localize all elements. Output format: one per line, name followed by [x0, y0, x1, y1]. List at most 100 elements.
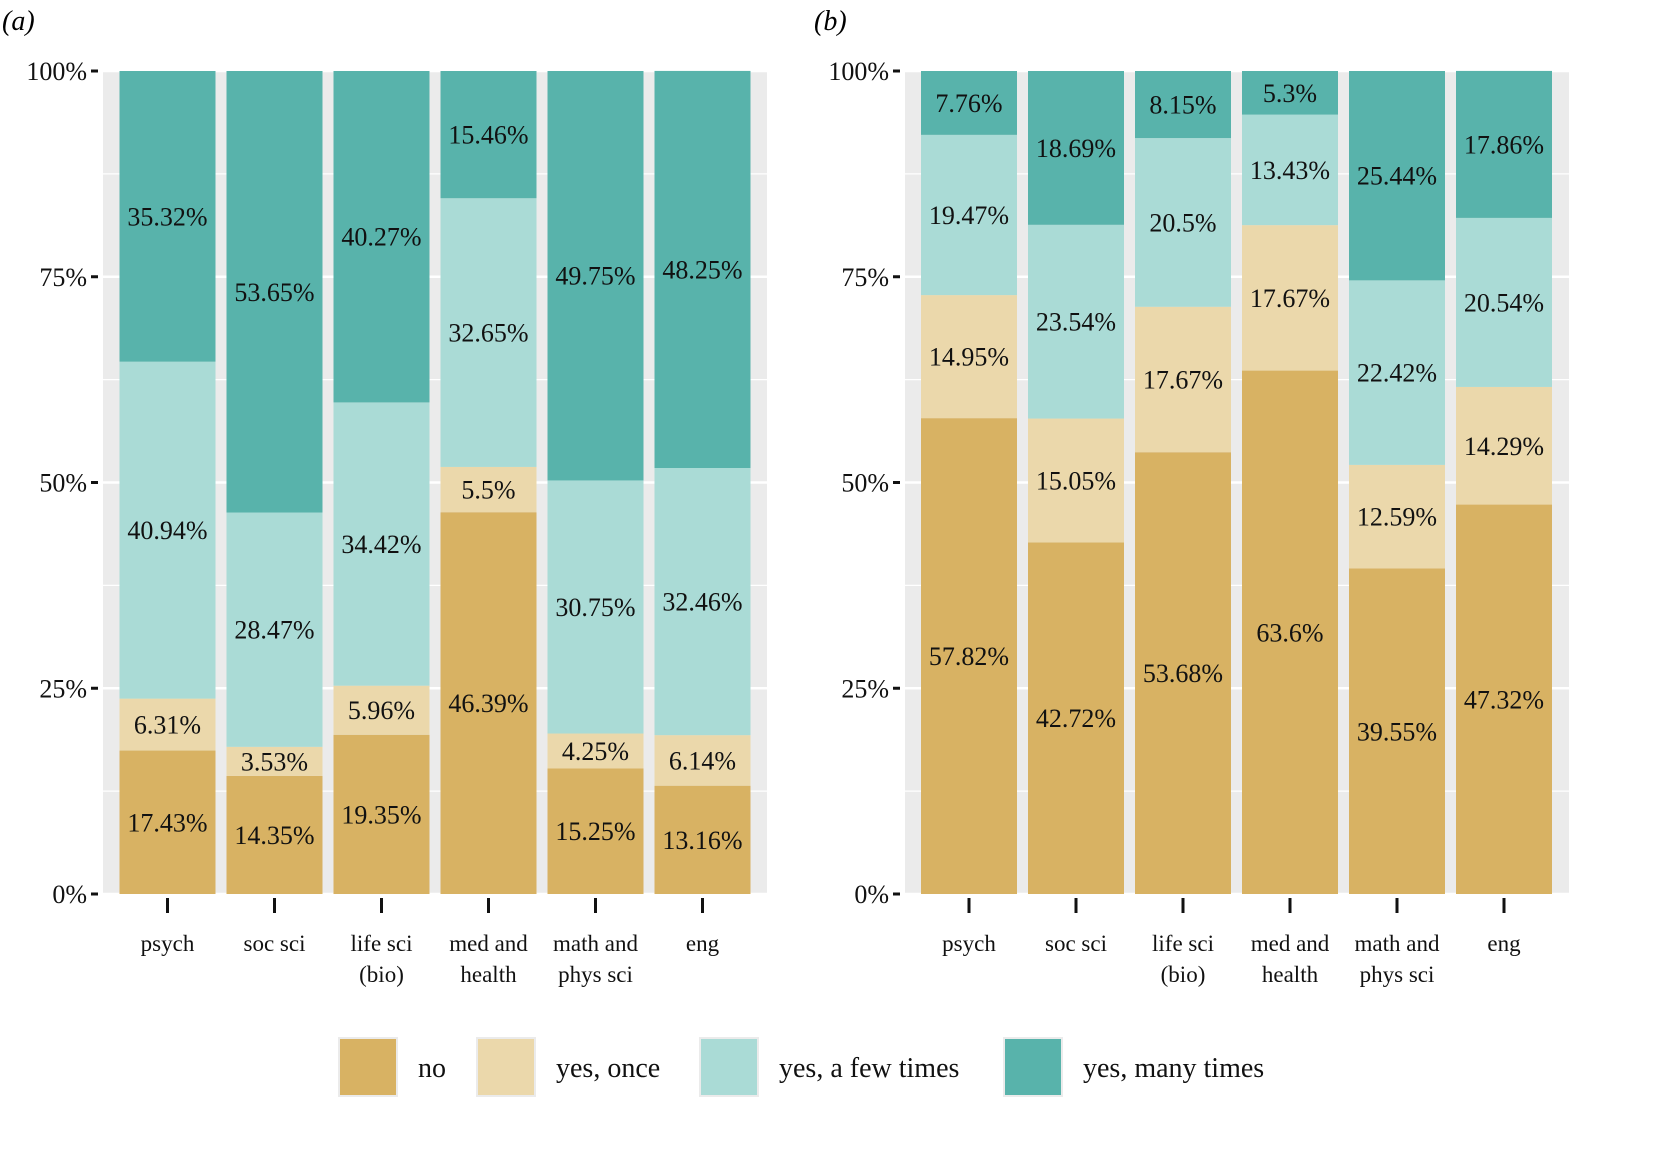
bar-segment	[119, 71, 216, 362]
bar-segment	[440, 466, 537, 513]
legend-swatch	[701, 1039, 757, 1095]
bar-segment	[333, 734, 430, 894]
bar-value-label: 20.54%	[1464, 288, 1544, 317]
bar-segment	[333, 685, 430, 735]
bar-value-label: 40.27%	[341, 223, 421, 252]
x-category-label: psych	[942, 931, 996, 956]
bar-segment	[333, 71, 430, 403]
bar-segment	[547, 480, 644, 734]
bar-segment	[654, 70, 751, 469]
bar-value-label: 14.95%	[929, 343, 1009, 372]
x-category-label: med and	[1251, 931, 1330, 956]
x-category-label: math and	[553, 931, 638, 956]
y-tick-label: 75%	[841, 263, 889, 292]
bar-value-label: 4.25%	[562, 737, 629, 766]
x-category-label: phys sci	[1360, 962, 1435, 987]
x-category-label: psych	[141, 931, 195, 956]
bar-segment	[1135, 138, 1231, 307]
x-category-label: eng	[1487, 931, 1521, 956]
bar-value-label: 15.25%	[555, 817, 635, 846]
bar-segment	[440, 71, 537, 199]
y-tick-label: 50%	[841, 469, 889, 498]
x-category-label: life sci	[1152, 931, 1214, 956]
bar-value-label: 48.25%	[662, 255, 742, 284]
bar-value-label: 13.43%	[1250, 156, 1330, 185]
legend-swatch	[340, 1039, 396, 1095]
bar-value-label: 17.67%	[1250, 284, 1330, 313]
bar-segment	[1242, 71, 1338, 115]
bar-segment	[119, 698, 216, 751]
y-tick-label: 50%	[39, 469, 87, 498]
bar-segment	[1456, 217, 1552, 387]
bar-segment	[1349, 464, 1445, 569]
bar-segment	[547, 768, 644, 894]
bar-segment	[119, 750, 216, 894]
bar-value-label: 7.76%	[935, 89, 1002, 118]
bar-value-label: 49.75%	[555, 262, 635, 291]
bar-segment	[1242, 370, 1338, 894]
x-category-label: math and	[1355, 931, 1440, 956]
bar-value-label: 35.32%	[127, 202, 207, 231]
bar-value-label: 12.59%	[1357, 503, 1437, 532]
bar-segment	[1456, 386, 1552, 505]
bar-segment	[1028, 224, 1124, 419]
bar-segment	[654, 735, 751, 786]
bar-value-label: 14.29%	[1464, 432, 1544, 461]
bar-value-label: 17.86%	[1464, 130, 1544, 159]
bar-segment	[226, 775, 323, 894]
bar-segment	[1349, 71, 1445, 281]
y-tick-label: 0%	[52, 880, 87, 909]
bar-value-label: 6.31%	[134, 711, 201, 740]
bar-segment	[226, 746, 323, 776]
x-category-label: (bio)	[1161, 962, 1206, 987]
y-tick-label: 100%	[26, 57, 87, 86]
bar-value-label: 19.35%	[341, 800, 421, 829]
x-category-label: life sci	[351, 931, 413, 956]
bar-value-label: 20.5%	[1149, 208, 1216, 237]
y-tick-label: 25%	[841, 674, 889, 703]
bar-value-label: 6.14%	[669, 746, 736, 775]
bar-value-label: 25.44%	[1357, 162, 1437, 191]
legend-swatch	[1005, 1039, 1061, 1095]
bar-value-label: 15.46%	[448, 121, 528, 150]
bar-value-label: 22.42%	[1357, 359, 1437, 388]
y-tick-label: 0%	[854, 880, 889, 909]
y-tick-label: 75%	[39, 263, 87, 292]
bar-value-label: 3.53%	[241, 747, 308, 776]
x-category-label: soc sci	[244, 931, 306, 956]
bar-value-label: 5.96%	[348, 696, 415, 725]
legend-label: yes, many times	[1083, 1053, 1264, 1084]
bar-value-label: 63.6%	[1256, 618, 1323, 647]
bar-value-label: 5.5%	[461, 476, 515, 505]
bar-value-label: 47.32%	[1464, 685, 1544, 714]
y-tick-label: 100%	[828, 57, 889, 86]
bar-value-label: 40.94%	[127, 516, 207, 545]
bar-value-label: 17.67%	[1143, 366, 1223, 395]
bar-segment	[654, 785, 751, 894]
bar-value-label: 34.42%	[341, 530, 421, 559]
x-category-label: health	[1262, 962, 1319, 987]
panel-a: (a) 0% 25% 50% 75% 100% 17.43% 6.31% 40.94% 35.32…	[2, 6, 767, 987]
bar-segment	[1028, 418, 1124, 543]
bar-value-label: 30.75%	[555, 593, 635, 622]
bar-segment	[921, 295, 1017, 419]
bar-value-label: 15.05%	[1036, 466, 1116, 495]
bar-value-label: 23.54%	[1036, 308, 1116, 337]
bar-segment	[226, 512, 323, 747]
bar-segment	[119, 361, 216, 699]
bar-segment	[1242, 114, 1338, 226]
bar-segment	[1456, 504, 1552, 894]
bar-value-label: 8.15%	[1149, 91, 1216, 120]
panel-b: (b) 0% 25% 50% 75% 100% 57.82% 14.95% 19.47% 7.76…	[814, 6, 1569, 987]
bar-segment	[226, 71, 323, 513]
bar-value-label: 32.65%	[448, 319, 528, 348]
legend-label: yes, a few times	[779, 1053, 959, 1084]
bar-value-label: 17.43%	[127, 808, 207, 837]
legend-label: no	[418, 1053, 446, 1084]
bar-value-label: 46.39%	[448, 689, 528, 718]
bar-segment	[1028, 71, 1124, 225]
bar-value-label: 18.69%	[1036, 134, 1116, 163]
y-tick-label: 25%	[39, 674, 87, 703]
bar-value-label: 53.65%	[234, 278, 314, 307]
x-category-label: med and	[449, 931, 528, 956]
